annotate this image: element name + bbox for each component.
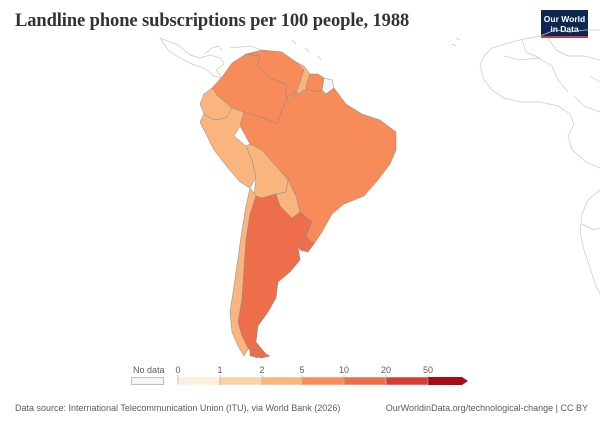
legend-tick-label: 50 bbox=[422, 365, 434, 375]
legend-swatch[interactable] bbox=[428, 377, 468, 385]
legend-swatch[interactable] bbox=[261, 376, 303, 386]
logo-line-2: in Data bbox=[550, 24, 579, 34]
legend-no-data-label: No data bbox=[133, 365, 165, 375]
legend-color-scale bbox=[177, 375, 468, 386]
logo-line-1: Our World bbox=[543, 14, 586, 24]
legend-tick-label: 1 bbox=[217, 365, 223, 375]
tierra-del-fuego bbox=[249, 347, 271, 359]
owid-logo[interactable]: Our World in Data bbox=[541, 10, 588, 38]
footer-url[interactable]: OurWorldinData.org/technological-change … bbox=[385, 403, 588, 413]
legend-no-data-swatch[interactable] bbox=[131, 377, 164, 385]
legend-swatch[interactable] bbox=[219, 376, 263, 386]
legend-swatch[interactable] bbox=[385, 376, 429, 386]
legend-swatch[interactable] bbox=[301, 376, 345, 386]
legend-tick-label: 5 bbox=[299, 365, 305, 375]
country-argentina[interactable] bbox=[237, 193, 313, 359]
legend-tick-label: 20 bbox=[380, 365, 392, 375]
legend-swatch[interactable] bbox=[343, 376, 387, 386]
legend-tick-label: 10 bbox=[338, 365, 350, 375]
south-america bbox=[199, 49, 397, 359]
africa-outline bbox=[451, 29, 600, 295]
country-uruguay[interactable] bbox=[297, 235, 315, 253]
legend-tick-label: 2 bbox=[259, 365, 265, 375]
legend-swatch[interactable] bbox=[177, 376, 221, 386]
legend-tick-label: 0 bbox=[175, 365, 181, 375]
footer-source: Data source: International Telecommunica… bbox=[15, 403, 341, 413]
chart-title: Landline phone subscriptions per 100 peo… bbox=[15, 11, 410, 31]
